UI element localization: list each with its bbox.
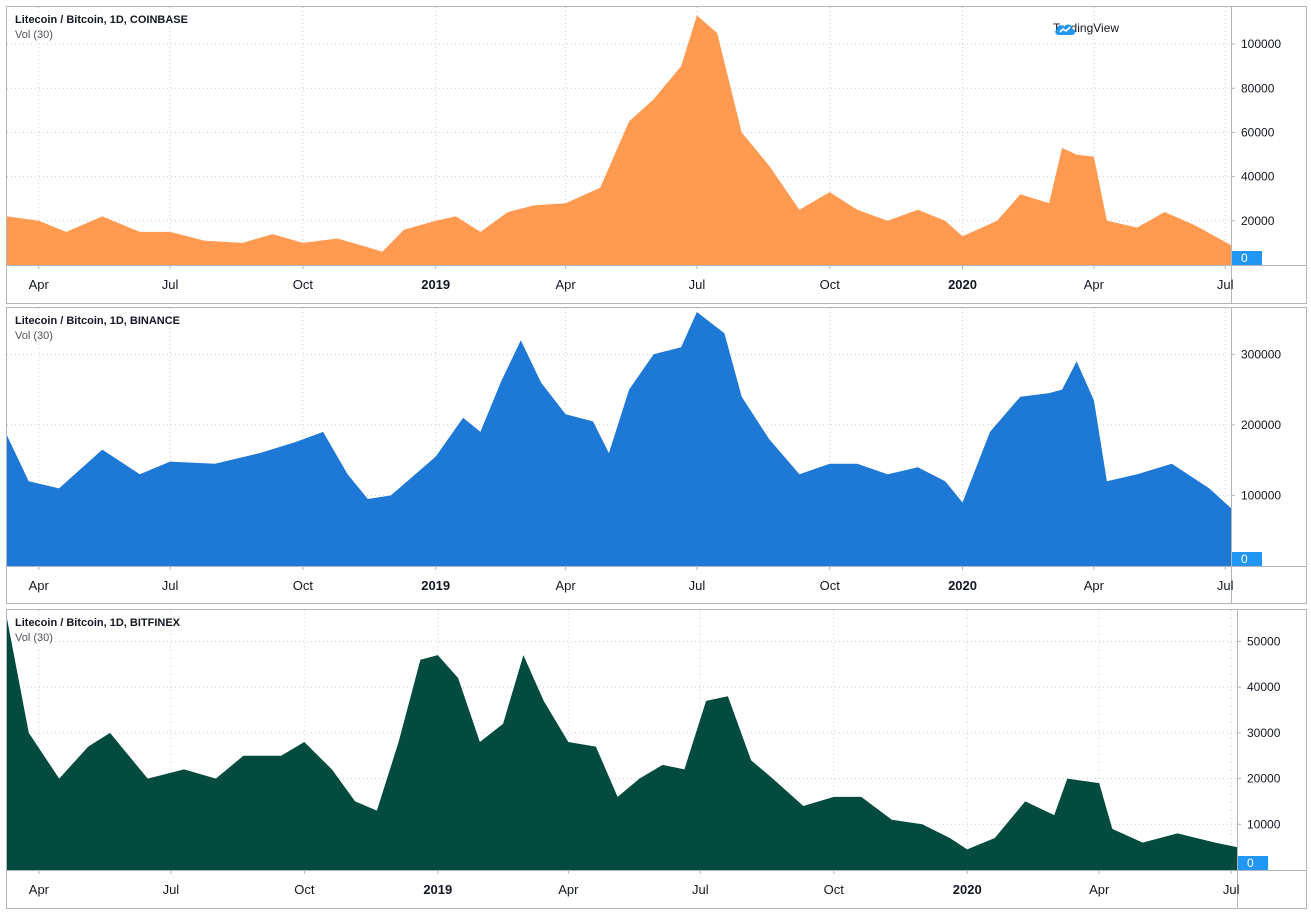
x-tick-label: Apr (29, 277, 50, 292)
volume-area-series (7, 312, 1231, 566)
x-tick-label: Apr (1084, 578, 1105, 593)
y-tick-label: 100000 (1241, 488, 1281, 502)
x-tick-label: 2020 (948, 277, 977, 292)
y-tick-label: 80000 (1241, 81, 1275, 95)
chart-panel-3[interactable]: 10000 20000 30000 40000 50000 0 Apr Jul Oct 2019 A… (6, 609, 1307, 909)
chart-title: Litecoin / Bitcoin, 1D, BINANCE (15, 315, 181, 327)
last-value-badge (1232, 552, 1262, 566)
x-tick-label: Apr (29, 578, 50, 593)
last-value-badge (1232, 251, 1262, 265)
y-tick-label: 30000 (1247, 726, 1281, 740)
x-tick-label: Jul (162, 578, 179, 593)
x-tick-label: Jul (1217, 578, 1234, 593)
x-tick-label: 2019 (421, 578, 450, 593)
indicator-label: Vol (30) (15, 330, 53, 342)
chart-svg[interactable]: 10000 20000 30000 40000 50000 0 Apr Jul Oct 2019 A… (7, 610, 1306, 908)
x-tick-label: Jul (1217, 277, 1234, 292)
x-tick-label: 2019 (423, 882, 452, 897)
x-tick-label: Apr (555, 578, 576, 593)
y-tick-label: 200000 (1241, 418, 1281, 432)
x-tick-label: Jul (689, 277, 706, 292)
last-value-badge (1238, 856, 1268, 870)
x-tick-label: Oct (293, 277, 314, 292)
chart-panel-1[interactable]: 20000 40000 60000 80000 100000 0 Apr Jul Oct 2019… (6, 6, 1307, 304)
volume-area-series (7, 15, 1231, 266)
x-tick-label: Apr (29, 882, 50, 897)
last-value-label: 0 (1241, 251, 1248, 265)
x-tick-label: 2020 (948, 578, 977, 593)
x-tick-label: Oct (820, 277, 841, 292)
tradingview-cloud-icon (1055, 24, 1075, 35)
y-tick-label: 40000 (1247, 680, 1281, 694)
y-tick-label: 40000 (1241, 170, 1275, 184)
chart-svg[interactable]: 20000 40000 60000 80000 100000 0 Apr Jul Oct 2019… (7, 7, 1306, 303)
y-tick-label: 50000 (1247, 634, 1281, 648)
y-tick-label: 10000 (1247, 817, 1281, 831)
chart-legend: Litecoin / Bitcoin, 1D, BINANCE Vol (30) (15, 314, 180, 344)
tradingview-watermark: TradingView (1053, 21, 1119, 35)
x-tick-label: Apr (558, 882, 579, 897)
y-tick-label: 300000 (1241, 347, 1281, 361)
chart-legend: Litecoin / Bitcoin, 1D, BITFINEX Vol (30) (15, 616, 180, 646)
x-tick-label: Oct (820, 578, 841, 593)
indicator-label: Vol (30) (15, 632, 53, 644)
x-tick-label: Jul (692, 882, 709, 897)
x-tick-label: 2020 (953, 882, 982, 897)
last-value-label: 0 (1241, 552, 1248, 566)
y-tick-label: 20000 (1247, 772, 1281, 786)
last-value-label: 0 (1247, 856, 1254, 870)
chart-svg[interactable]: 100000 200000 300000 0 Apr Jul Oct 2019 Apr Jul Oc… (7, 308, 1306, 603)
x-tick-label: Oct (294, 882, 315, 897)
x-tick-label: Apr (555, 277, 576, 292)
x-tick-label: Oct (293, 578, 314, 593)
x-tick-label: Apr (1089, 882, 1110, 897)
chart-legend: Litecoin / Bitcoin, 1D, COINBASE Vol (30) (15, 13, 188, 43)
x-tick-label: Oct (824, 882, 845, 897)
y-tick-label: 100000 (1241, 37, 1281, 51)
y-tick-label: 60000 (1241, 125, 1275, 139)
indicator-label: Vol (30) (15, 29, 53, 41)
x-tick-label: 2019 (421, 277, 450, 292)
chart-panel-2[interactable]: 100000 200000 300000 0 Apr Jul Oct 2019 Apr Jul Oc… (6, 307, 1307, 604)
x-tick-label: Jul (163, 882, 180, 897)
chart-title: Litecoin / Bitcoin, 1D, BITFINEX (15, 617, 181, 629)
y-tick-label: 20000 (1241, 214, 1275, 228)
x-tick-label: Apr (1084, 277, 1105, 292)
x-tick-label: Jul (689, 578, 706, 593)
x-tick-label: Jul (1223, 882, 1240, 897)
x-tick-label: Jul (162, 277, 179, 292)
volume-area-series (7, 618, 1237, 870)
chart-title: Litecoin / Bitcoin, 1D, COINBASE (15, 14, 188, 26)
